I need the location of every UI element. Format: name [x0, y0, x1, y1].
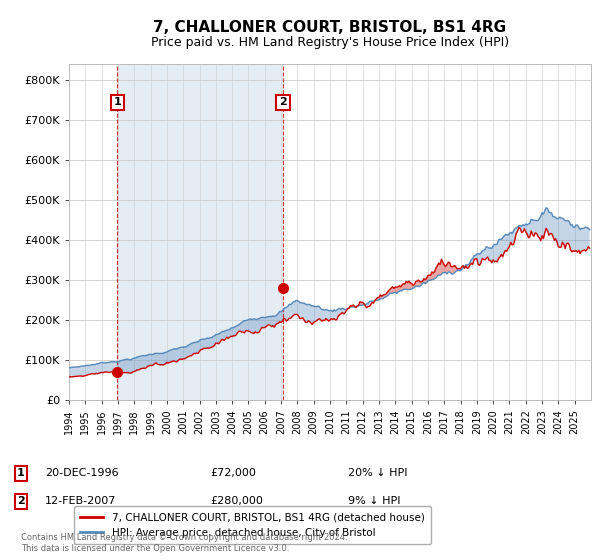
Text: 20-DEC-1996: 20-DEC-1996 — [45, 468, 119, 478]
Text: 20% ↓ HPI: 20% ↓ HPI — [348, 468, 407, 478]
Text: Price paid vs. HM Land Registry's House Price Index (HPI): Price paid vs. HM Land Registry's House … — [151, 36, 509, 49]
Legend: 7, CHALLONER COURT, BRISTOL, BS1 4RG (detached house), HPI: Average price, detac: 7, CHALLONER COURT, BRISTOL, BS1 4RG (de… — [74, 506, 431, 544]
Text: Contains HM Land Registry data © Crown copyright and database right 2024.
This d: Contains HM Land Registry data © Crown c… — [21, 533, 347, 553]
Text: 2: 2 — [17, 496, 25, 506]
Bar — [118, 64, 283, 400]
Text: 9% ↓ HPI: 9% ↓ HPI — [348, 496, 401, 506]
Text: 12-FEB-2007: 12-FEB-2007 — [45, 496, 116, 506]
Text: 7, CHALLONER COURT, BRISTOL, BS1 4RG: 7, CHALLONER COURT, BRISTOL, BS1 4RG — [154, 20, 506, 35]
Text: 1: 1 — [17, 468, 25, 478]
Text: 2: 2 — [279, 97, 287, 108]
Text: 1: 1 — [113, 97, 121, 108]
Text: £280,000: £280,000 — [210, 496, 263, 506]
Text: £72,000: £72,000 — [210, 468, 256, 478]
